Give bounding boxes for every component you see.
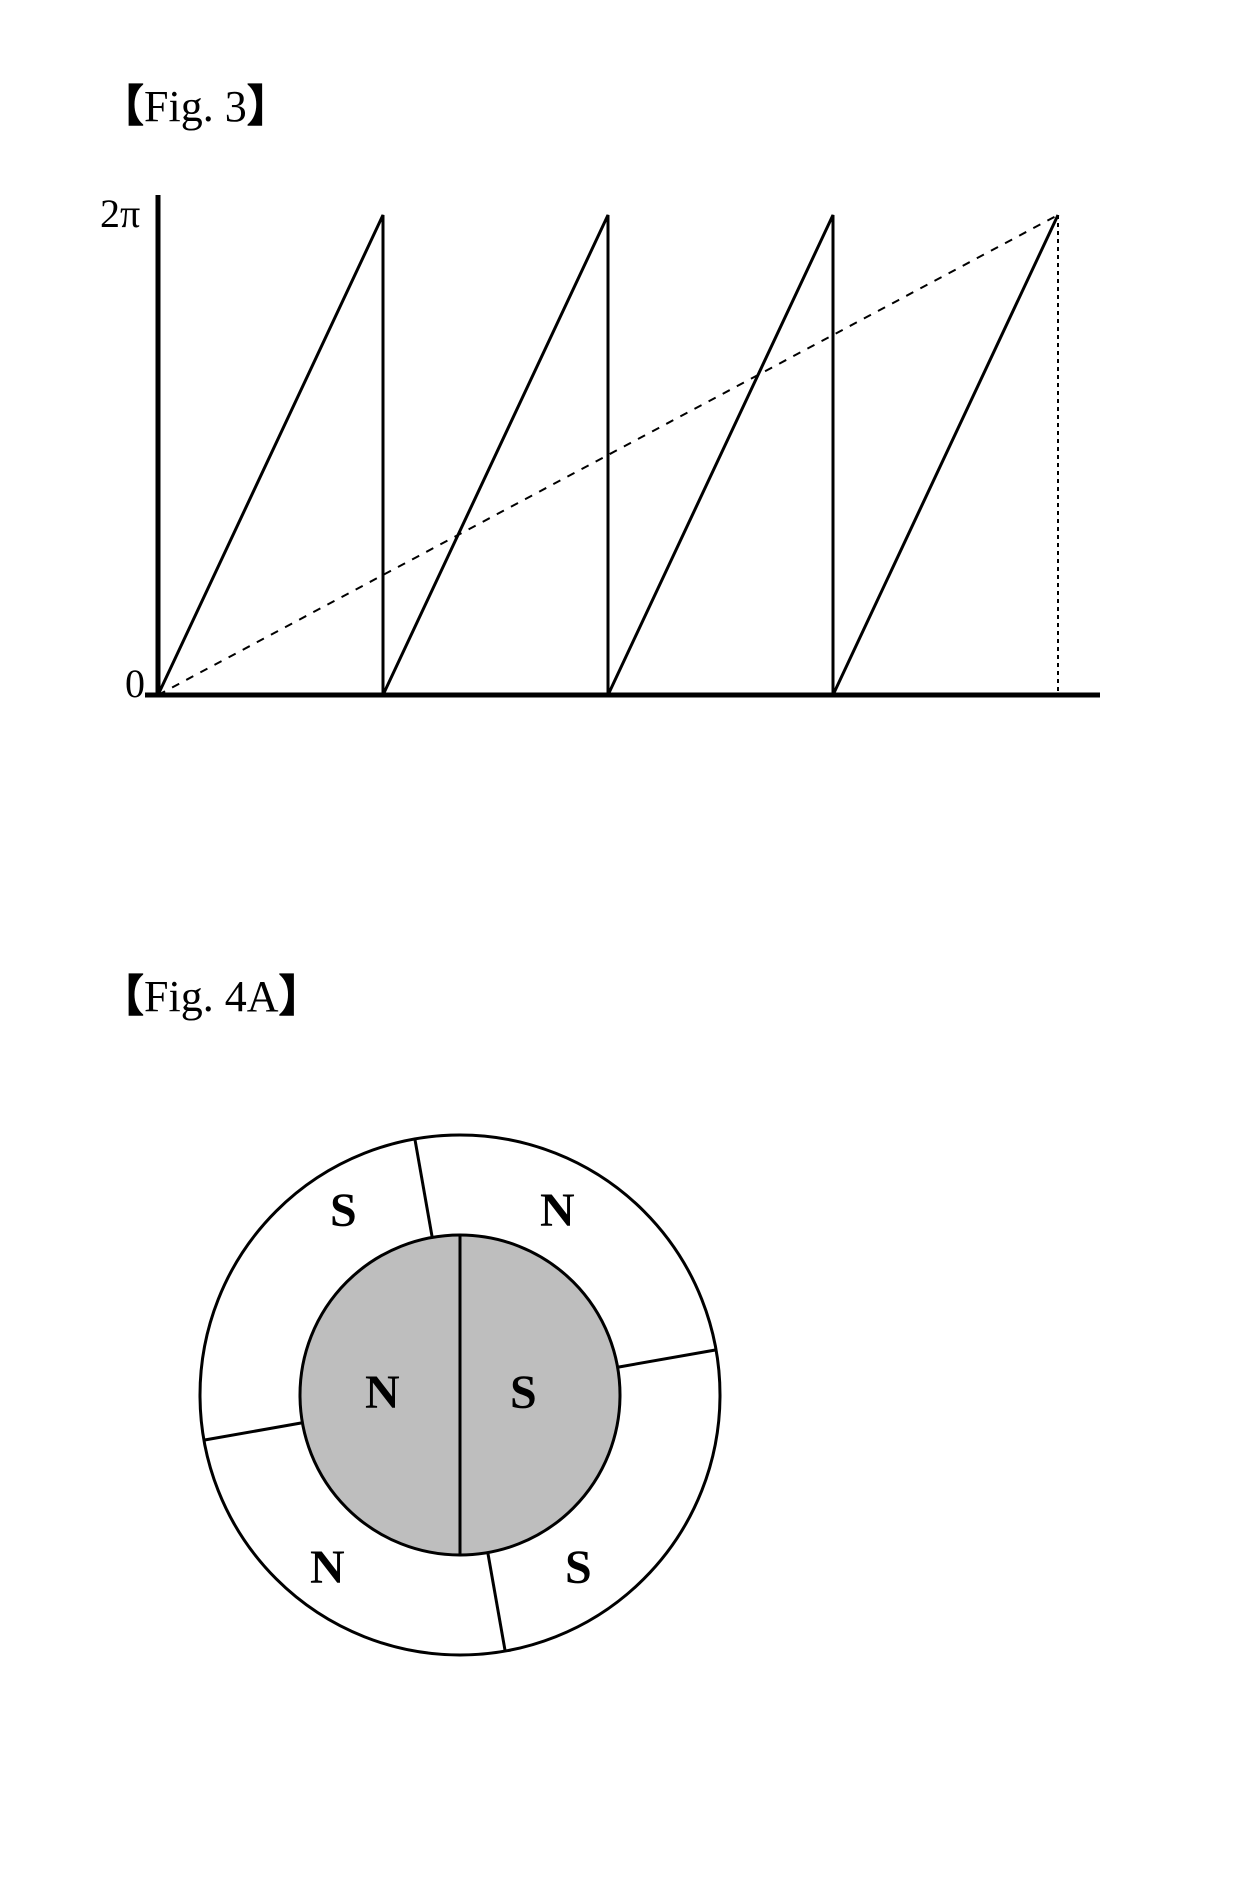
inner-label-left: N	[365, 1365, 400, 1420]
sawtooth-plot	[100, 195, 1100, 735]
figure-3-chart: 2π 0	[100, 195, 1100, 735]
bracket-close: 】	[247, 82, 291, 131]
figure-3-text: Fig. 3	[144, 82, 247, 131]
outer-label-bottom-left: N	[310, 1540, 345, 1595]
inner-label-right: S	[510, 1365, 537, 1420]
bracket-open: 【	[100, 82, 144, 131]
figure-3-label: 【Fig. 3】	[100, 70, 291, 134]
bracket-close-4a: 】	[278, 972, 322, 1021]
figure-4a-text: Fig. 4A	[144, 972, 278, 1021]
outer-label-top-left: S	[330, 1183, 357, 1238]
nonius-magnet-svg	[180, 1115, 740, 1675]
outer-label-top-right: N	[540, 1183, 575, 1238]
figure-4a-diagram: N S N S N S	[180, 1115, 740, 1675]
figure-4a-label: 【Fig. 4A】	[100, 960, 322, 1024]
outer-label-bottom-right: S	[565, 1540, 592, 1595]
bracket-open-4a: 【	[100, 972, 144, 1021]
